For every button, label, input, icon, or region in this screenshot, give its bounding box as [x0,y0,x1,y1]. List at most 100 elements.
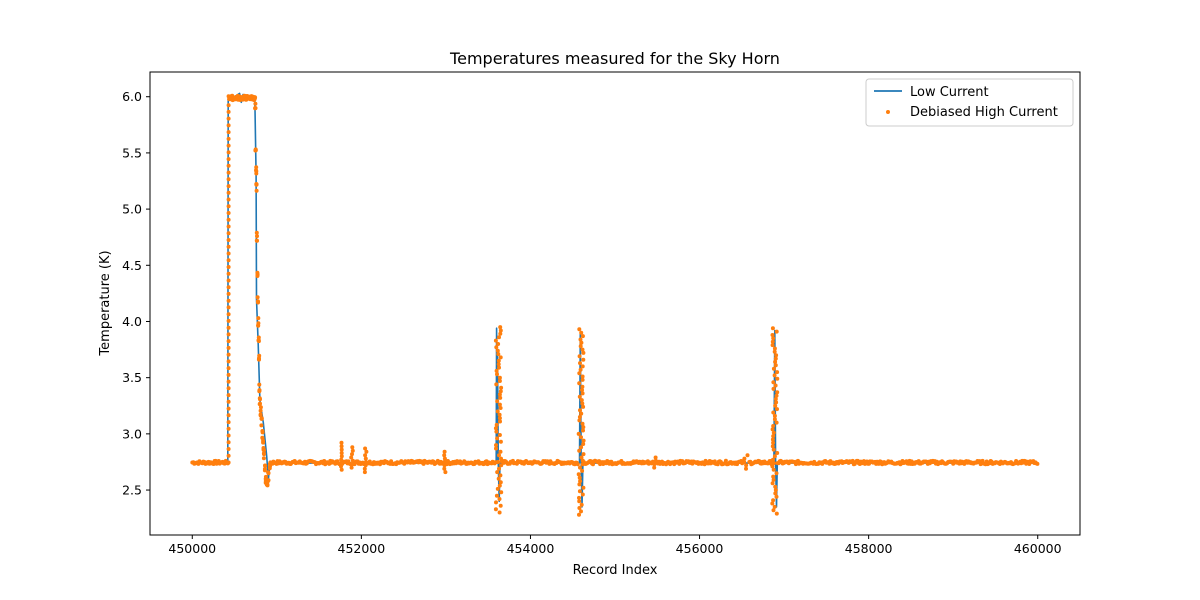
scatter-point [770,333,775,337]
scatter-point [263,463,267,468]
scatter-point [442,466,447,471]
scatter-point [339,440,344,445]
scatter-point [255,272,260,277]
scatter-point [254,169,259,174]
scatter-point [226,325,231,330]
scatter-point [226,204,231,209]
scatter-point [226,271,231,276]
scatter-point [772,349,777,354]
scatter-point [226,136,231,141]
scatter-point [578,337,583,342]
scatter-point [226,285,231,290]
scatter-point [576,431,581,436]
scatter-point [226,143,231,148]
scatter-point [771,380,776,385]
scatter-point [774,353,779,358]
scatter-point [349,465,354,470]
scatter-point [254,230,259,235]
scatter-point [771,386,776,391]
scatter-point [498,503,503,508]
scatter-point [495,399,500,404]
scatter-point [580,377,585,382]
scatter-point [364,460,368,464]
scatter-point [226,123,231,128]
scatter-point [494,368,499,373]
scatter-point [581,357,586,362]
scatter-point [253,106,258,111]
scatter-point [339,451,344,455]
legend-dot-marker [886,110,890,114]
scatter-point [577,415,582,419]
scatter-point [499,456,503,461]
y-tick-label: 2.5 [122,483,142,498]
scatter-point [226,440,231,445]
scatter-point [494,345,499,350]
scatter-point [363,453,368,458]
scatter-point [774,420,779,425]
scatter-point [580,401,585,406]
scatter-point [226,265,231,269]
scatter-point [770,437,775,442]
x-axis: 450000 452000 454000 456000 458000 460000 [168,535,1062,556]
scatter-point [775,370,780,375]
scatter-point [226,372,231,377]
scatter-point [339,461,344,466]
scatter-point [772,373,777,378]
scatter-point [254,188,259,193]
scatter-point [261,456,266,461]
scatter-point [350,452,354,457]
x-tick-label: 456000 [676,541,724,556]
plot-area [190,92,1040,517]
scatter-point [578,344,583,349]
scatter-point [774,329,779,334]
scatter-point [266,470,271,475]
scatter-point [494,493,499,498]
scatter-point [226,278,231,283]
scatter-point [580,391,585,396]
scatter-point [350,448,355,453]
scatter-point [771,366,776,371]
scatter-point [577,506,582,510]
scatter-point [579,455,584,460]
scatter-point [577,482,582,487]
scatter-point [578,408,582,413]
scatter-point [497,412,502,417]
scatter-point [498,395,503,400]
scatter-point [498,331,503,336]
scatter-point [581,350,586,355]
scatter-point [226,116,231,121]
scatter-point [496,476,501,481]
scatter-point [252,95,257,100]
scatter-point [723,458,728,463]
scatter-point [226,177,231,182]
scatter-point [580,458,585,463]
scatter-point [226,339,231,344]
scatter-point [254,182,259,186]
scatter-point [226,352,231,357]
scatter-point [497,416,502,421]
scatter-point [339,454,344,459]
scatter-point [496,342,501,346]
scatter-point [498,355,503,360]
scatter-point [226,379,231,384]
scatter-point [773,484,778,489]
scatter-point [580,462,585,467]
scatter-point [495,348,500,353]
scatter-point [850,458,855,463]
scatter-point [577,327,582,332]
scatter-point [443,470,448,475]
scatter-point [1035,461,1040,466]
scatter-point [577,394,582,399]
scatter-point [226,305,231,310]
scatter-point [262,467,267,471]
scatter-point [744,466,748,471]
scatter-point [226,291,231,296]
scatter-point [774,511,779,516]
scatter-point [226,453,231,458]
scatter-point [494,500,498,505]
scatter-point [226,130,231,135]
scatter-point [577,371,582,376]
scatter-point [652,462,657,467]
scatter-point [226,359,231,364]
